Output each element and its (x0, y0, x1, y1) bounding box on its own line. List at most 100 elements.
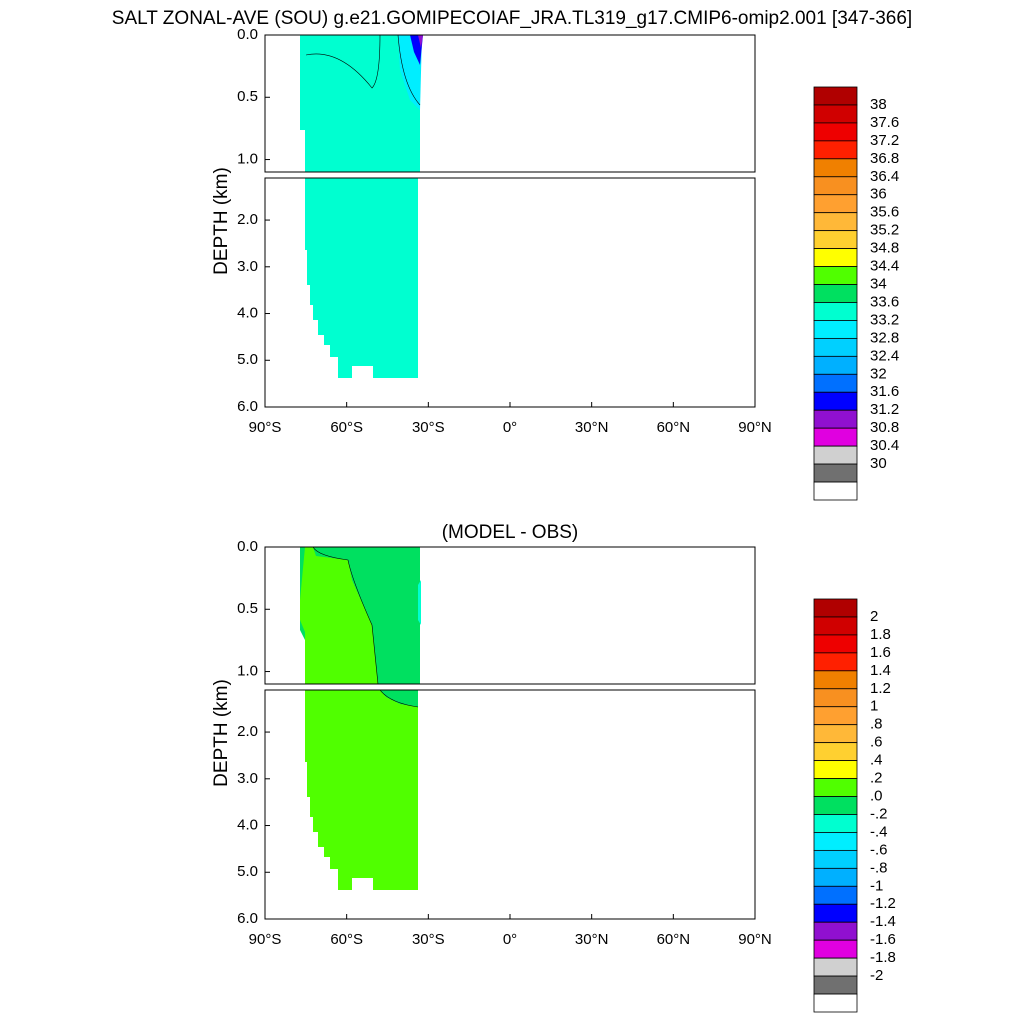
colorbar-box (813, 993, 858, 1013)
x-tick-label: 0° (503, 931, 517, 948)
y-tick-label: 5.0 (237, 863, 258, 880)
x-tick-label: 60°N (657, 419, 691, 436)
colorbar-label: -1 (870, 877, 883, 894)
plot-frame (264, 34, 756, 173)
colorbar-label: 31.6 (870, 383, 899, 400)
y-tick-label: 1.0 (237, 151, 258, 168)
colorbar-box (813, 849, 858, 869)
colorbar-box (813, 337, 858, 357)
colorbar-label: 1 (870, 698, 878, 715)
colorbar-label: -1.8 (870, 949, 896, 966)
colorbar-box (813, 122, 858, 142)
colorbar-label: -.6 (870, 841, 888, 858)
colorbar-label: .6 (870, 734, 883, 751)
colorbar-label: 32.4 (870, 347, 899, 364)
colorbar-box (813, 427, 858, 447)
y-axis-label: DEPTH (km) (211, 679, 232, 787)
colorbar-box (813, 320, 858, 339)
subtitle: (MODEL - OBS) (442, 522, 579, 543)
colorbar-label: 34.8 (870, 240, 899, 257)
colorbar-label: 35.2 (870, 222, 899, 239)
x-tick-label: 60°N (657, 931, 691, 948)
colorbar-label: -2 (870, 967, 883, 984)
colorbar-box (813, 634, 858, 654)
colorbar-box (813, 814, 858, 833)
colorbar-label: 35.6 (870, 204, 899, 221)
colorbar-box (813, 724, 858, 744)
colorbar-label: -1.6 (870, 931, 896, 948)
colorbar-box (813, 598, 858, 618)
colorbar-box (813, 706, 858, 726)
colorbar-box (813, 760, 858, 779)
colorbar-label: 1.4 (870, 662, 891, 679)
contour-fill (300, 35, 423, 378)
colorbar-label: -1.4 (870, 913, 896, 930)
x-tick-label: 30°S (412, 419, 445, 436)
colorbar-box (813, 158, 858, 178)
colorbar-label: 1.2 (870, 680, 891, 697)
colorbar-box (813, 391, 858, 411)
x-tick-label: 90°N (738, 931, 772, 948)
plot-frame (264, 546, 756, 685)
y-tick-label: 6.0 (237, 910, 258, 927)
colorbar-label: 38 (870, 96, 887, 113)
x-tick-label: 30°S (412, 931, 445, 948)
chart-title: SALT ZONAL-AVE (SOU) g.e21.GOMIPECOIAF_J… (112, 8, 912, 29)
colorbar-label: 31.2 (870, 401, 899, 418)
colorbar-box (813, 939, 858, 959)
y-tick-label: 0.5 (237, 88, 258, 105)
colorbar-box (813, 616, 858, 636)
colorbar-box (813, 903, 858, 923)
y-tick-label: 2.0 (237, 723, 258, 740)
colorbar-label: 36 (870, 186, 887, 203)
colorbar-label: -.8 (870, 859, 888, 876)
colorbar-label: -1.2 (870, 895, 896, 912)
y-tick-label: 3.0 (237, 770, 258, 787)
x-tick-label: 60°S (330, 419, 363, 436)
colorbar-label: 1.8 (870, 626, 891, 643)
y-tick-label: 4.0 (237, 304, 258, 321)
y-tick-label: 6.0 (237, 398, 258, 415)
colorbar-label: 33.6 (870, 293, 899, 310)
x-tick-label: 30°N (575, 419, 609, 436)
y-tick-label: 0.0 (237, 538, 258, 555)
colorbar-box (813, 975, 858, 995)
colorbar-box (813, 796, 858, 815)
colorbar-label: 30.4 (870, 437, 899, 454)
colorbar-label: 1.6 (870, 644, 891, 661)
colorbar-box (813, 688, 858, 708)
colorbar-label: .2 (870, 770, 883, 787)
colorbar-box (813, 445, 858, 465)
colorbar-box (813, 670, 858, 690)
colorbar-label: .8 (870, 716, 883, 733)
x-tick-label: 60°S (330, 931, 363, 948)
colorbar-box (813, 284, 858, 303)
contour-fill (300, 547, 421, 890)
x-tick-label: 0° (503, 419, 517, 436)
y-tick-label: 5.0 (237, 351, 258, 368)
y-tick-label: 0.0 (237, 26, 258, 43)
colorbar-box (813, 230, 858, 250)
x-tick-label: 90°S (249, 931, 282, 948)
colorbar-box (813, 302, 858, 321)
colorbar-label: 36.4 (870, 168, 899, 185)
colorbar-box (813, 86, 858, 106)
colorbar-label: 33.2 (870, 311, 899, 328)
y-axis-label: DEPTH (km) (211, 167, 232, 275)
colorbar-box (813, 481, 858, 501)
colorbar-label: 2 (870, 608, 878, 625)
colorbar-label: -.4 (870, 823, 888, 840)
colorbar-label: 30 (870, 455, 887, 472)
y-tick-label: 0.5 (237, 600, 258, 617)
y-tick-label: 1.0 (237, 663, 258, 680)
colorbar-box (813, 194, 858, 214)
colorbar-box (813, 867, 858, 887)
colorbar-box (813, 355, 858, 375)
colorbar-label: 30.8 (870, 419, 899, 436)
y-tick-label: 3.0 (237, 258, 258, 275)
y-tick-label: 2.0 (237, 211, 258, 228)
colorbar-label: 32 (870, 365, 887, 382)
x-tick-label: 90°N (738, 419, 772, 436)
colorbar-box (813, 176, 858, 196)
